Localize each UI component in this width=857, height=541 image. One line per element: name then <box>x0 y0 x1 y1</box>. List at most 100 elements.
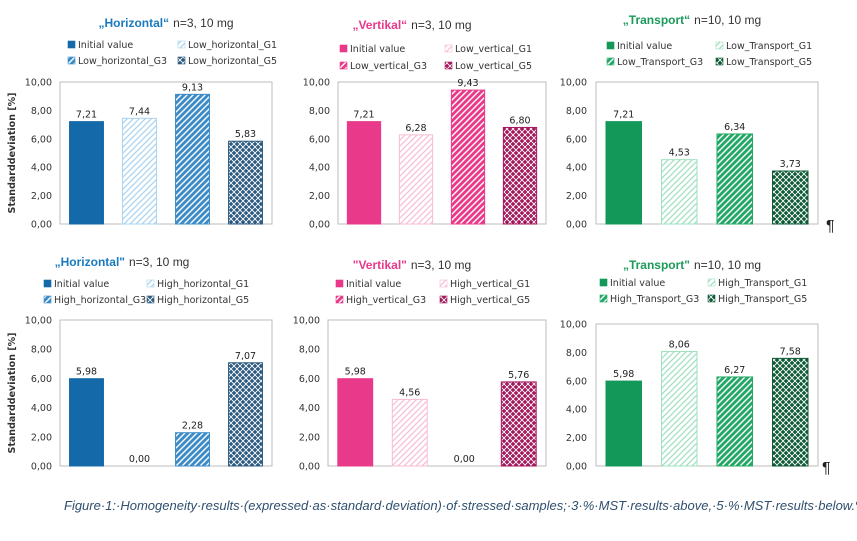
y-tick-label: 2,00 <box>31 191 52 202</box>
data-label: 5,98 <box>76 367 97 378</box>
y-tick-label: 4,00 <box>31 163 52 174</box>
y-tick-label: 8,00 <box>299 345 320 356</box>
data-label: 7,58 <box>780 346 801 357</box>
legend-label: High_horizontal_G3 <box>54 295 146 306</box>
bar-3 <box>175 432 210 467</box>
data-label: 5,76 <box>508 370 529 381</box>
y-tick-label: 8,00 <box>31 106 52 117</box>
chart-panel-6: „Transport" n=10, 10 mg Initial value High_… <box>560 258 819 473</box>
legend-label: Initial value <box>610 278 665 289</box>
bar-4 <box>771 357 809 467</box>
y-tick-label: 4,00 <box>31 403 52 414</box>
y-tick-label: 6,00 <box>566 134 587 145</box>
data-label: 0,00 <box>129 454 150 465</box>
legend-label: Initial value <box>617 41 672 52</box>
y-tick-label: 10,00 <box>293 316 320 327</box>
y-tick-label: 10,00 <box>560 320 587 331</box>
bar-4 <box>228 140 263 225</box>
y-tick-label: 2,00 <box>299 432 320 443</box>
legend-label: Low_vertical_G5 <box>455 61 532 72</box>
y-tick-label: 6,00 <box>309 134 330 145</box>
bar-2 <box>391 398 428 467</box>
y-tick-label: 6,00 <box>299 374 320 385</box>
data-label: 6,80 <box>509 115 530 126</box>
bar-3 <box>716 376 754 467</box>
data-label: 5,98 <box>345 367 366 378</box>
chart-title: "Vertikal" n=3, 10 mg <box>353 258 471 272</box>
y-tick-label: 8,00 <box>566 348 587 359</box>
data-label: 4,56 <box>399 387 420 398</box>
legend-label: Initial value <box>350 44 405 55</box>
legend-swatch <box>43 295 52 304</box>
legend-label: High_horizontal_G1 <box>157 279 249 290</box>
chart-panel-2: „Vertikal“ n=3, 10 mg Initial value Low_ver… <box>303 18 547 231</box>
data-label: 3,73 <box>780 159 801 170</box>
y-tick-label: 4,00 <box>309 163 330 174</box>
data-label: 5,83 <box>235 129 256 140</box>
y-tick-label: 8,00 <box>309 106 330 117</box>
chart-title: „Horizontal" n=3, 10 mg <box>55 255 190 269</box>
data-label: 7,44 <box>129 106 150 117</box>
y-tick-label: 6,00 <box>566 376 587 387</box>
figure-caption: Figure·1:·Homogeneity·results·(expressed… <box>64 498 857 513</box>
y-tick-label: 4,00 <box>299 403 320 414</box>
y-tick-label: 6,00 <box>31 134 52 145</box>
legend-swatch <box>599 294 608 303</box>
legend-swatch <box>715 41 724 50</box>
bar-1 <box>346 121 382 225</box>
chart-title: „Transport" n=10, 10 mg <box>623 258 761 272</box>
legend-swatch <box>339 61 348 70</box>
plot-area <box>59 319 273 467</box>
legend-swatch <box>715 57 724 66</box>
data-label: 7,21 <box>353 110 374 121</box>
y-tick-label: 2,00 <box>566 433 587 444</box>
legend-swatch <box>606 41 615 50</box>
chart-title: „Horizontal“ n=3, 10 mg <box>98 16 233 30</box>
y-axis-label: Standarddeviation [%] <box>7 333 18 454</box>
legend-label: Low_Transport_G3 <box>617 57 703 68</box>
legend-label: High_vertical_G3 <box>346 295 426 306</box>
legend-swatch <box>439 295 448 304</box>
legend-label: Initial value <box>54 279 109 290</box>
legend-label: High_Transport_G5 <box>718 294 807 305</box>
legend-swatch <box>177 56 186 65</box>
bar-4 <box>771 170 809 225</box>
data-label: 7,21 <box>76 110 97 121</box>
legend-swatch <box>339 44 348 53</box>
data-label: 7,21 <box>613 110 634 121</box>
bar-4 <box>500 381 537 467</box>
y-tick-label: 8,00 <box>31 345 52 356</box>
bar-2 <box>122 117 157 225</box>
legend-label: High_horizontal_G5 <box>157 295 249 306</box>
legend-swatch <box>67 56 76 65</box>
y-tick-label: 0,00 <box>31 220 52 231</box>
legend-swatch <box>335 279 344 288</box>
legend-label: Low_vertical_G3 <box>350 61 427 72</box>
plot-area <box>595 323 819 467</box>
legend-label: Low_Transport_G5 <box>726 57 812 68</box>
legend-swatch <box>444 61 453 70</box>
legend-label: Low_horizontal_G5 <box>188 56 277 67</box>
data-label: 8,06 <box>669 340 690 351</box>
legend-label: Low_vertical_G1 <box>455 44 532 55</box>
y-tick-label: 0,00 <box>566 220 587 231</box>
bar-2 <box>398 134 434 225</box>
y-tick-label: 6,00 <box>31 374 52 385</box>
legend-swatch <box>707 294 716 303</box>
data-label: 6,27 <box>724 365 745 376</box>
y-tick-label: 2,00 <box>309 191 330 202</box>
y-tick-label: 2,00 <box>566 191 587 202</box>
legend-swatch <box>444 44 453 53</box>
y-tick-label: 4,00 <box>566 405 587 416</box>
legend-label: High_Transport_G3 <box>610 294 699 305</box>
pilcrow-mark-top: ¶ <box>826 218 835 235</box>
data-label: 6,28 <box>405 123 426 134</box>
legend-swatch <box>146 295 155 304</box>
legend-swatch <box>335 295 344 304</box>
legend-label: Initial value <box>346 279 401 290</box>
bar-2 <box>660 159 698 225</box>
plot-area <box>327 319 547 467</box>
chart-title: „Transport“ n=10, 10 mg <box>623 13 761 27</box>
data-label: 9,43 <box>457 78 478 89</box>
